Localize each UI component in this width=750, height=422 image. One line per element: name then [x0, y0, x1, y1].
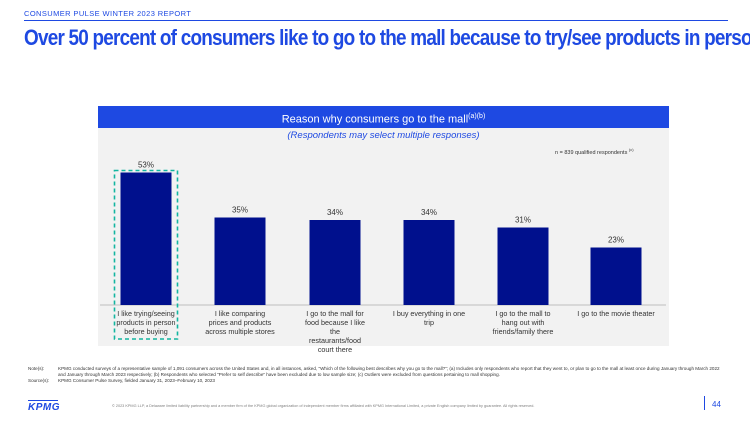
- bar-6: [590, 247, 642, 305]
- category-label-6: I go to the movie theater: [574, 309, 658, 318]
- category-label-line: hang out with: [501, 318, 545, 327]
- bar-3: [309, 220, 361, 305]
- category-label-line: I go to the mall to: [495, 309, 551, 318]
- category-label-5: I go to the mall to hang out with friends/…: [481, 309, 565, 336]
- category-label-line: I like comparing: [214, 309, 266, 318]
- notes-text: KPMG conducted surveys of a representati…: [58, 366, 720, 378]
- category-label-line: across multiple stores: [205, 327, 275, 336]
- category-label-line: I go to the movie theater: [577, 309, 655, 318]
- bar-value-label-4: 34%: [421, 208, 437, 217]
- category-label-line: prices and products: [208, 318, 272, 327]
- highlight-box: [113, 169, 179, 340]
- bar-value-label-2: 35%: [232, 206, 248, 215]
- report-label: CONSUMER PULSE WINTER 2023 REPORT: [24, 9, 192, 18]
- bar-4: [403, 220, 455, 305]
- sample-size-text: n = 839 qualified respondents: [555, 149, 628, 156]
- footnotes: Note(s): KPMG conducted surveys of a repr…: [28, 366, 728, 385]
- logo-rule: [28, 400, 58, 401]
- category-label-line: products in person: [116, 318, 176, 327]
- category-label-line: restaurants/food: [309, 336, 361, 345]
- kpmg-logo: KPMG: [28, 402, 60, 413]
- sample-size-note: n = 839 qualified respondents (c): [555, 147, 634, 156]
- category-label-line: before buying: [124, 327, 168, 336]
- category-label-3: I go to the mall for food because I like t…: [293, 309, 377, 354]
- notes-key: Note(s):: [28, 366, 45, 371]
- category-label-line: I buy everything in one trip: [392, 309, 466, 327]
- bar-5: [497, 227, 549, 305]
- page-title: Over 50 percent of consumers like to go …: [24, 25, 750, 50]
- bar-value-label-6: 23%: [608, 236, 624, 245]
- copyright-text: © 2023 KPMG LLP, a Delaware limited liab…: [112, 404, 535, 408]
- bar-2: [214, 217, 266, 305]
- bar-value-label-1: 53%: [138, 161, 154, 170]
- bar-1: [120, 172, 172, 305]
- category-label-line: I go to the mall for: [306, 309, 364, 318]
- category-label-line: I like trying/seeing: [117, 309, 175, 318]
- category-label-1: I like trying/seeing products in person be…: [104, 309, 188, 336]
- category-label-line: court there: [317, 345, 353, 354]
- page-divider: [704, 396, 705, 410]
- page-number: 44: [712, 400, 721, 409]
- chart-title-footnote: (a)(b): [468, 113, 486, 120]
- chart-title: Reason why consumers go to the mall(a)(b…: [98, 106, 669, 128]
- bar-value-label-5: 31%: [515, 216, 531, 225]
- sample-size-footnote: (c): [628, 147, 634, 152]
- bar-value-label-3: 34%: [327, 208, 343, 217]
- category-label-line: the: [330, 327, 340, 336]
- category-label-line: food because I like: [305, 318, 365, 327]
- chart-panel: [98, 106, 669, 346]
- category-label-2: I like comparing prices and products acros…: [198, 309, 282, 336]
- category-label-line: friends/family there: [492, 327, 554, 336]
- category-label-4: I buy everything in one trip: [387, 309, 471, 327]
- chart-title-text: Reason why consumers go to the mall: [281, 113, 469, 126]
- source-key: Source(s):: [28, 378, 50, 384]
- top-divider: [24, 20, 728, 21]
- source-text: KPMG Consumer Pulse Survey, fielded Janu…: [58, 378, 215, 384]
- chart-subtitle: (Respondents may select multiple respons…: [287, 130, 480, 141]
